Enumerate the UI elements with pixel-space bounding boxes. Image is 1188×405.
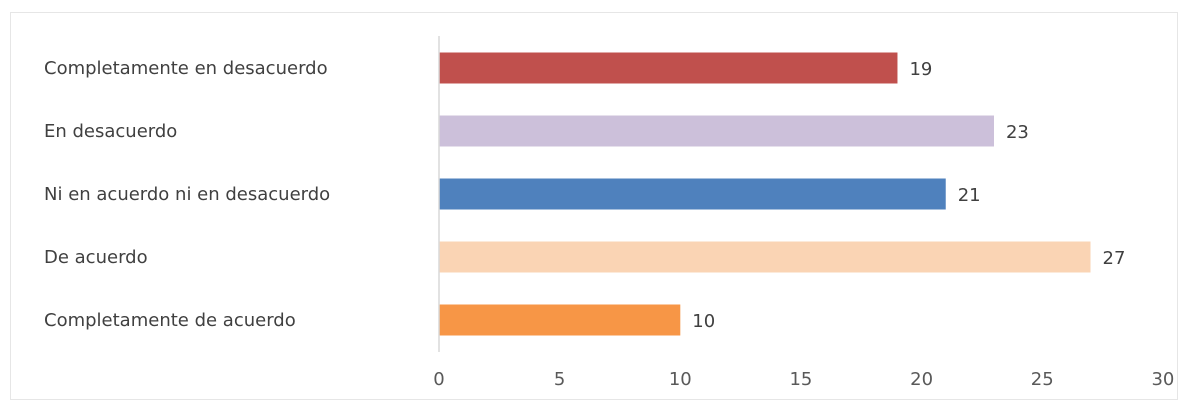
bar — [439, 241, 1091, 273]
category-label: Ni en acuerdo ni en desacuerdo — [44, 184, 330, 205]
data-label: 27 — [1103, 248, 1126, 269]
bar — [439, 115, 994, 147]
x-tick-label: 10 — [669, 369, 692, 390]
category-label: Completamente de acuerdo — [44, 310, 296, 331]
value-labels: 19 23 21 27 10 — [692, 59, 1125, 332]
data-label: 21 — [958, 185, 981, 206]
x-tick-label: 30 — [1151, 369, 1174, 390]
x-axis-tick-labels: 0 5 10 15 20 25 30 — [433, 369, 1174, 390]
bar — [439, 52, 898, 84]
x-tick-label: 5 — [554, 369, 565, 390]
data-label: 19 — [909, 59, 932, 80]
x-tick-label: 25 — [1031, 369, 1054, 390]
bar — [439, 304, 681, 336]
category-labels: Completamente en desacuerdo En desacuerdo… — [44, 58, 330, 331]
chart-frame — [10, 12, 1178, 400]
bars-layer — [439, 52, 1091, 336]
x-tick-label: 20 — [910, 369, 933, 390]
data-label: 23 — [1006, 122, 1029, 143]
x-tick-label: 0 — [433, 369, 444, 390]
bar — [439, 178, 946, 210]
x-tick-label: 15 — [789, 369, 812, 390]
category-label: Completamente en desacuerdo — [44, 58, 328, 79]
category-label: En desacuerdo — [44, 121, 177, 142]
category-label: De acuerdo — [44, 247, 148, 268]
data-label: 10 — [692, 311, 715, 332]
